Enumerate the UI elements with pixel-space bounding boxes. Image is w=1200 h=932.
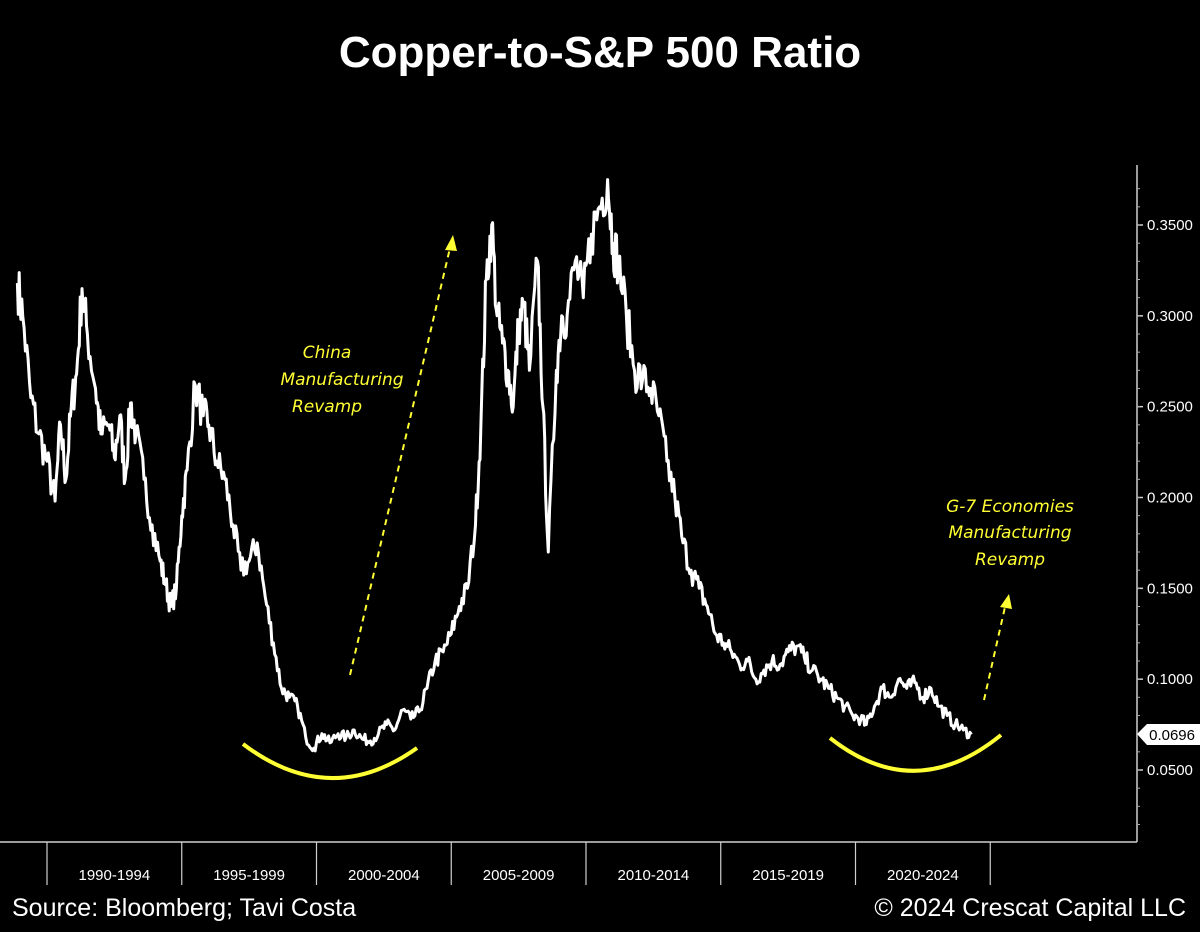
arrow-china xyxy=(349,235,457,676)
y-tick-label: 0.3500 xyxy=(1147,217,1193,234)
x-tick-label: 2015-2019 xyxy=(752,867,824,884)
annotation-g7-line-2: Manufacturing xyxy=(948,523,1071,543)
annotation-g7-line-1: G-7 Economies xyxy=(946,497,1074,517)
y-tick-label: 0.0500 xyxy=(1147,762,1193,779)
series-line-copper-sp500 xyxy=(15,178,973,753)
last-value-marker: 0.0696 xyxy=(1137,724,1200,745)
x-tick-label: 2010-2014 xyxy=(618,867,690,884)
y-tick-label: 0.3000 xyxy=(1147,308,1193,325)
x-axis: 1990-1994 1995-1999 2000-2004 2005-2009 2010… xyxy=(46,842,991,885)
annotation-china-line-1: China xyxy=(303,343,352,363)
last-value-label: 0.0696 xyxy=(1149,727,1195,744)
arrow-g7 xyxy=(983,594,1012,701)
x-tick-label: 2000-2004 xyxy=(348,867,420,884)
x-tick-label: 2020-2024 xyxy=(887,867,959,884)
annotation-china-line-3: Revamp xyxy=(292,397,362,417)
trough-arc-1 xyxy=(241,742,419,780)
y-tick-label: 0.1000 xyxy=(1147,671,1193,688)
chart-title: Copper-to-S&P 500 Ratio xyxy=(338,28,862,77)
x-tick-label: 1995-1999 xyxy=(213,867,285,884)
annotation-g7-line-3: Revamp xyxy=(975,550,1045,570)
y-axis: 0.0500 0.1000 0.1500 0.2000 0.2500 0.3000 0.35… xyxy=(1137,188,1193,825)
annotation-china: China Manufacturing Revamp xyxy=(280,343,403,417)
x-tick-label: 1990-1994 xyxy=(79,867,151,884)
trough-arc-2 xyxy=(828,733,1003,773)
source-note: Source: Bloomberg; Tavi Costa xyxy=(12,894,357,922)
y-tick-label: 0.2500 xyxy=(1147,399,1193,416)
annotation-china-line-2: Manufacturing xyxy=(280,370,403,390)
y-tick-label: 0.2000 xyxy=(1147,490,1193,507)
copyright-note: © 2024 Crescat Capital LLC xyxy=(874,894,1186,922)
y-tick-label: 0.1500 xyxy=(1147,580,1193,597)
x-tick-label: 2005-2009 xyxy=(483,867,555,884)
annotation-g7: G-7 Economies Manufacturing Revamp xyxy=(946,497,1074,570)
